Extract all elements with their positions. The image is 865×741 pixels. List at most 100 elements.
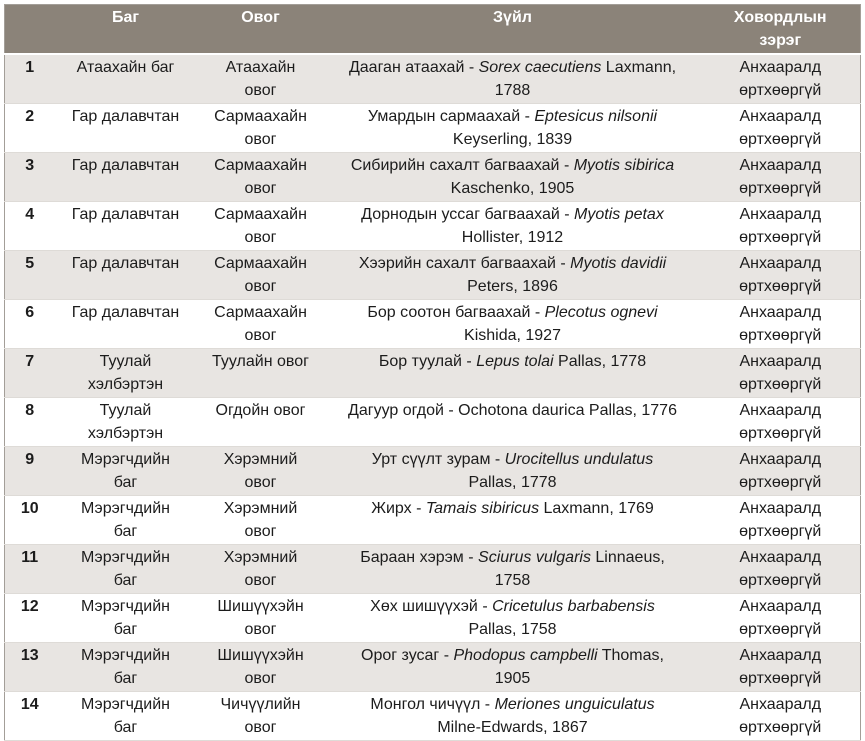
family-cell: Сармаахайн овог [196,152,325,202]
row-number: 4 [4,201,55,251]
table-header: Баг Овог Зүйл Ховордлын зэрэг [4,4,861,55]
status-cell: Анхааралд өртхөөргүй [700,201,861,251]
header-cell-family: Овог [196,4,325,55]
status-label: Анхааралд өртхөөргүй [739,157,822,197]
row-number: 1 [4,54,55,104]
species-authority: Pallas, 1758 [468,621,557,638]
species-scientific-name: Cricetulus barbabensis [492,598,655,615]
status-cell: Анхааралд өртхөөргүй [700,593,861,643]
status-label: Анхааралд өртхөөргүй [739,598,822,638]
species-common-name: Дорнодын уссаг багваахай - [361,206,575,223]
status-cell: Анхааралд өртхөөргүй [700,250,861,300]
species-authority: Hollister, 1912 [461,229,564,246]
status-label: Анхааралд өртхөөргүй [739,353,822,393]
species-scientific-name: Myotis davidii [570,255,667,272]
species-text: Дорнодын уссаг багваахай - Myotis petax … [347,203,679,249]
status-cell: Анхааралд өртхөөргүй [700,348,861,398]
species-text: Жирх - Tamais sibiricus Laxmann, 1769 [371,497,654,520]
order-label: Туулай хэлбэртэн [87,402,164,442]
order-cell: Туулай хэлбэртэн [54,397,197,447]
species-cell: Дагуур огдой - Ochotona daurica Pallas, … [324,397,701,447]
family-label: Хэрэмний овог [223,549,298,589]
family-label: Атаахайн овог [225,59,296,99]
species-scientific-name: Myotis sibirica [573,157,675,174]
order-cell: Гар далавчтан [54,103,197,153]
species-common-name: Монгол чичүүл - [370,696,495,713]
header-cell-num [4,4,55,55]
table-row: 14 Мэрэгчдийн баг Чичүүлийн овог Монгол … [4,691,861,741]
order-label: Атаахайн баг [76,59,175,76]
order-cell: Мэрэгчдийн баг [54,642,197,692]
family-cell: Сармаахайн овог [196,250,325,300]
species-text: Монгол чичүүл - Meriones unguiculatus Mi… [347,693,679,739]
family-label: Сармаахайн овог [214,206,307,246]
species-authority: Keyserling, 1839 [452,131,573,148]
species-common-name: Жирх - [371,500,426,517]
family-label: Шишүүхэйн овог [217,598,304,638]
order-cell: Гар далавчтан [54,250,197,300]
row-number: 11 [4,544,55,594]
table-row: 8 Туулай хэлбэртэн Огдойн овог Дагуур ог… [4,397,861,447]
family-cell: Сармаахайн овог [196,201,325,251]
header-status-label: Ховордлын зэрэг [733,9,827,49]
species-text: Орог зусаг - Phodopus campbelli Thomas, … [347,644,679,690]
species-scientific-name: Urocitellus undulatus [504,451,654,468]
family-cell: Сармаахайн овог [196,299,325,349]
family-label: Сармаахайн овог [214,304,307,344]
order-label: Туулай хэлбэртэн [87,353,164,393]
species-cell: Дорнодын уссаг багваахай - Myotis petax … [324,201,701,251]
species-common-name: Бараан хэрэм - [360,549,479,566]
row-number: 12 [4,593,55,643]
header-row: Баг Овог Зүйл Ховордлын зэрэг [4,4,861,55]
species-cell: Хээрийн сахалт багваахай - Myotis davidi… [324,250,701,300]
order-cell: Гар далавчтан [54,299,197,349]
family-label: Хэрэмний овог [223,500,298,540]
species-cell: Монгол чичүүл - Meriones unguiculatus Mi… [324,691,701,741]
species-authority: Kishida, 1927 [464,327,561,344]
order-cell: Мэрэгчдийн баг [54,593,197,643]
table-row: 7 Туулай хэлбэртэн Туулайн овог Бор туул… [4,348,861,398]
species-common-name: Урт сүүлт зурам - [371,451,505,468]
row-number: 7 [4,348,55,398]
table-row: 6 Гар далавчтан Сармаахайн овог Бор соот… [4,299,861,349]
table-row: 10 Мэрэгчдийн баг Хэрэмний овог Жирх - T… [4,495,861,545]
species-text: Бараан хэрэм - Sciurus vulgaris Linnaeus… [347,546,679,592]
row-number: 5 [4,250,55,300]
table-row: 4 Гар далавчтан Сармаахайн овог Дорнодын… [4,201,861,251]
table-row: 12 Мэрэгчдийн баг Шишүүхэйн овог Хөх шиш… [4,593,861,643]
order-label: Мэрэгчдийн баг [81,647,170,687]
table-row: 2 Гар далавчтан Сармаахайн овог Умардын … [4,103,861,153]
species-cell: Сибирийн сахалт багваахай - Myotis sibir… [324,152,701,202]
species-scientific-name: Lepus tolai [476,353,554,370]
species-authority: Thomas, 1905 [494,647,664,687]
species-common-name: Орог зусаг - [361,647,454,664]
order-label: Гар далавчтан [71,157,180,174]
status-label: Анхааралд өртхөөргүй [739,206,822,246]
species-cell: Умардын сармаахай - Eptesicus nilsonii K… [324,103,701,153]
order-label: Мэрэгчдийн баг [81,696,170,736]
row-number: 14 [4,691,55,741]
status-cell: Анхааралд өртхөөргүй [700,54,861,104]
family-cell: Атаахайн овог [196,54,325,104]
species-cell: Бараан хэрэм - Sciurus vulgaris Linnaeus… [324,544,701,594]
species-authority: Laxmann, 1769 [539,500,654,517]
order-label: Мэрэгчдийн баг [81,500,170,540]
species-scientific-name: Meriones unguiculatus [494,696,655,713]
species-common-name: Дааган атаахай - [348,59,479,76]
species-common-name: Хээрийн сахалт багваахай - [358,255,571,272]
family-label: Туулайн овог [212,353,309,370]
status-cell: Анхааралд өртхөөргүй [700,495,861,545]
order-label: Мэрэгчдийн баг [81,549,170,589]
header-cell-order: Баг [54,4,197,55]
species-cell: Бор соотон багваахай - Plecotus ognevi K… [324,299,701,349]
status-cell: Анхааралд өртхөөргүй [700,544,861,594]
status-cell: Анхааралд өртхөөргүй [700,446,861,496]
status-label: Анхааралд өртхөөргүй [739,255,822,295]
family-label: Сармаахайн овог [214,255,307,295]
species-text: Умардын сармаахай - Eptesicus nilsonii K… [347,105,679,151]
species-authority: Laxmann, 1788 [494,59,677,99]
species-text: Хөх шишүүхэй - Cricetulus barbabensis Pa… [347,595,679,641]
order-label: Гар далавчтан [71,255,180,272]
status-label: Анхааралд өртхөөргүй [739,500,822,540]
